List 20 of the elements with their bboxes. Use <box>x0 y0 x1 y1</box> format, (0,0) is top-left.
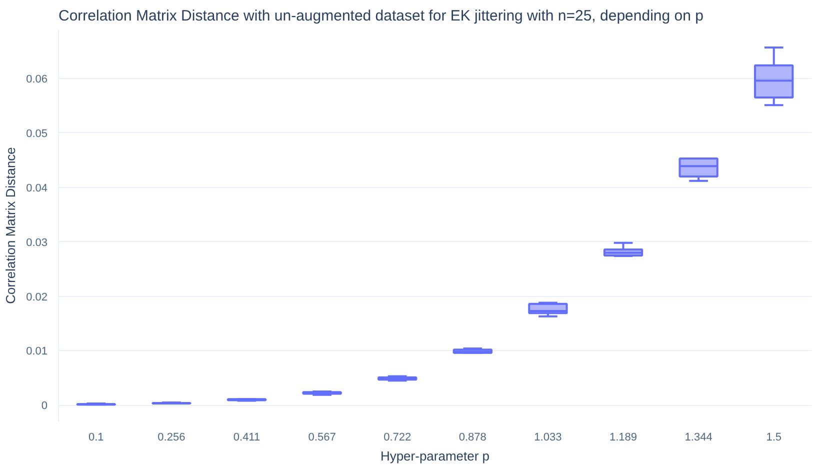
x-tick-label: 1.344 <box>684 432 712 444</box>
y-tick-label: 0 <box>41 400 48 412</box>
x-axis-title: Hyper-parameter p <box>380 448 490 464</box>
y-tick-label: 0.03 <box>26 236 48 249</box>
x-tick-label: 1.189 <box>609 432 638 444</box>
x-tick-label: 1.5 <box>766 432 782 444</box>
x-tick-label: 0.878 <box>458 432 486 444</box>
y-tick-label: 0.04 <box>26 182 48 194</box>
x-tick-label: 0.411 <box>233 432 260 444</box>
x-tick-label: 0.1 <box>88 432 104 444</box>
x-tick-label: 0.722 <box>384 432 412 444</box>
chart-title: Correlation Matrix Distance with un-augmented dataset for EK jittering with n=25, depending on p <box>58 8 704 24</box>
y-tick-label: 0.02 <box>26 291 48 304</box>
y-tick-label: 0.01 <box>26 346 48 358</box>
x-tick-label: 0.567 <box>308 432 336 444</box>
y-tick-label: 0.05 <box>26 128 48 140</box>
x-tick-label: 1.033 <box>534 432 562 444</box>
y-tick-label: 0.06 <box>26 74 48 86</box>
y-axis-title: Correlation Matrix Distance <box>3 147 18 304</box>
x-tick-label: 0.256 <box>158 432 186 444</box>
